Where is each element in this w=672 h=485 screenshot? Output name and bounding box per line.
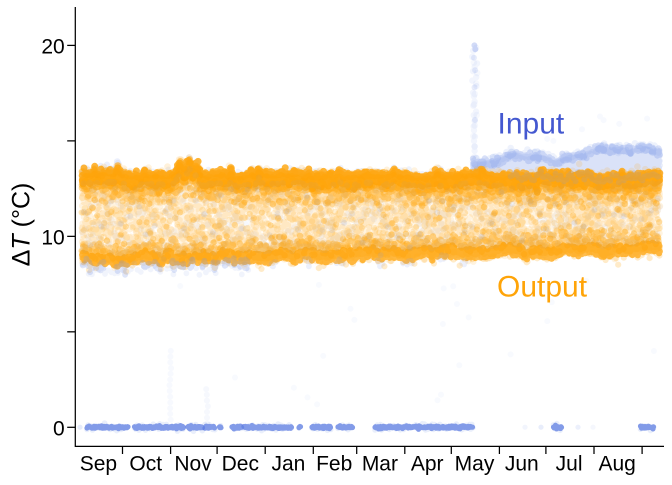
svg-text:Output: Output	[497, 270, 588, 303]
svg-text:Input: Input	[498, 108, 565, 141]
svg-text:Aug: Aug	[599, 453, 636, 476]
svg-text:Apr: Apr	[411, 453, 444, 476]
svg-text:10: 10	[41, 226, 64, 249]
svg-text:Jul: Jul	[556, 453, 583, 476]
svg-text:20: 20	[41, 35, 64, 58]
svg-text:Nov: Nov	[174, 453, 212, 476]
svg-text:0: 0	[53, 417, 65, 440]
svg-text:ΔT (°C): ΔT (°C)	[8, 183, 36, 267]
svg-text:Feb: Feb	[316, 453, 352, 476]
svg-text:Jan: Jan	[271, 453, 305, 476]
svg-text:Sep: Sep	[80, 453, 117, 476]
svg-text:Jun: Jun	[505, 453, 539, 476]
svg-text:Mar: Mar	[362, 453, 398, 476]
svg-text:May: May	[455, 453, 495, 476]
svg-text:Oct: Oct	[129, 453, 162, 476]
svg-text:Dec: Dec	[222, 453, 259, 476]
